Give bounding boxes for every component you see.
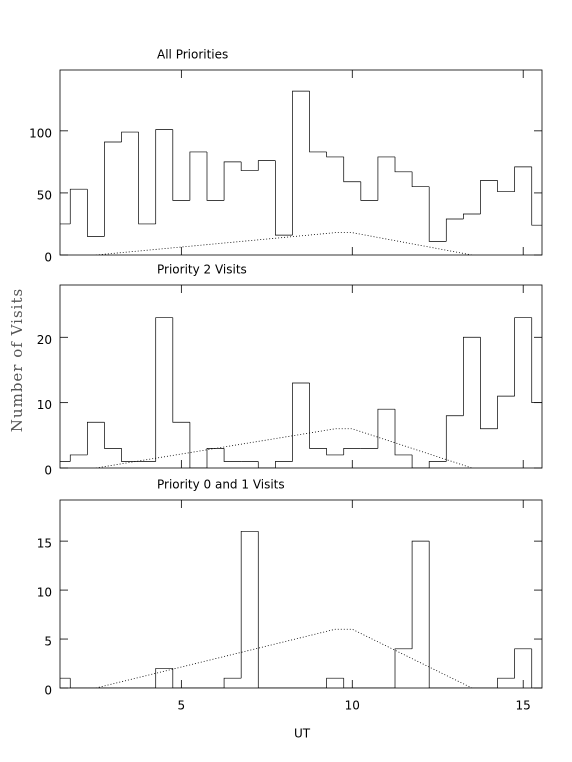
y-axis-label: Number of Visits	[8, 288, 26, 432]
histogram-bin	[69, 678, 88, 688]
histogram-bin	[531, 648, 542, 688]
histogram-bin	[257, 160, 276, 171]
histogram-bin	[189, 422, 207, 468]
histogram-bin	[394, 409, 413, 456]
histogram-bin	[155, 668, 173, 688]
y-tick-label: 0	[44, 684, 52, 698]
histogram-bin	[309, 383, 327, 449]
histogram-bin	[514, 648, 532, 679]
histogram-bin	[206, 448, 225, 468]
histogram-bin	[223, 677, 242, 688]
x-tick-label: 10	[345, 699, 360, 713]
histogram-bin	[155, 129, 173, 224]
histogram-bin	[445, 415, 464, 462]
histogram-bin	[189, 151, 207, 201]
histogram-bin	[240, 161, 259, 171]
histogram-bin	[257, 461, 276, 468]
histogram-bin	[172, 129, 190, 201]
histogram-bin	[275, 160, 293, 236]
histogram	[60, 317, 542, 468]
y-tick-label: 10	[37, 586, 52, 600]
y-tick-label: 50	[37, 188, 52, 202]
dotted-line	[95, 428, 473, 468]
panel-title: Priority 0 and 1 Visits	[157, 478, 285, 492]
histogram-bin	[531, 166, 542, 226]
histogram-bin	[411, 171, 430, 188]
y-tick-label: 15	[37, 537, 52, 551]
histogram	[60, 90, 542, 255]
histogram-bin	[69, 188, 88, 224]
histogram-bin	[428, 541, 447, 688]
histogram-bin	[514, 166, 532, 192]
histogram-bin	[326, 448, 344, 456]
histogram-bin	[463, 336, 481, 416]
x-tick-label: 15	[516, 699, 531, 713]
x-tick-label: 5	[178, 699, 186, 713]
histogram-bin	[463, 213, 481, 219]
dotted-line	[95, 628, 473, 688]
plot-frame	[59, 499, 543, 689]
histogram-bin	[343, 678, 361, 688]
histogram-bin	[172, 317, 190, 423]
histogram-bin	[138, 132, 156, 225]
dotted-line	[95, 232, 472, 255]
histogram-bin	[377, 156, 396, 201]
histogram-bin	[69, 454, 88, 462]
histogram-bin	[104, 422, 122, 449]
histogram-bin	[394, 156, 413, 173]
histogram-bin	[428, 186, 447, 242]
histogram-bin	[240, 530, 259, 679]
histogram-bin	[360, 181, 378, 201]
y-tick-label: 0	[44, 464, 52, 478]
histogram-bin	[86, 189, 105, 237]
histogram-bin	[155, 317, 173, 462]
histogram-bin	[86, 421, 105, 455]
y-tick-label: 100	[29, 126, 52, 140]
histogram-bin	[411, 540, 430, 649]
histogram-bin	[497, 395, 515, 429]
y-tick-label: 20	[37, 333, 52, 347]
histogram-bin	[445, 218, 464, 242]
plot-frame	[59, 284, 543, 469]
histogram-bin	[172, 668, 190, 688]
histogram-bin	[411, 454, 430, 468]
histogram-bin	[257, 531, 276, 688]
histogram-bin	[394, 648, 413, 688]
histogram-bin	[275, 461, 293, 468]
histogram-bin	[480, 337, 498, 430]
histogram-bin	[497, 180, 515, 193]
y-tick-label: 5	[44, 635, 52, 649]
histogram-bin	[343, 448, 361, 455]
histogram-bin	[223, 161, 242, 201]
x-axis-label: UT	[294, 727, 311, 741]
histogram-bin	[480, 180, 498, 215]
histogram-bin	[121, 448, 139, 462]
plot-frame	[59, 69, 543, 256]
histogram-bin	[531, 317, 542, 403]
y-tick-label: 0	[44, 251, 52, 265]
histogram-bin	[377, 408, 396, 449]
histogram-bin	[326, 677, 344, 688]
histogram-bin	[206, 151, 225, 201]
histogram-bin	[121, 131, 139, 143]
histogram-bin	[292, 90, 310, 236]
panel-title: Priority 2 Visits	[157, 263, 247, 277]
histogram-bin	[514, 317, 532, 397]
histogram-bin	[292, 382, 310, 462]
histogram-bin	[326, 151, 344, 158]
histogram-bin	[497, 677, 515, 688]
histogram-bin	[428, 461, 447, 468]
y-tick-label: 10	[37, 398, 52, 412]
histogram	[60, 530, 542, 688]
histogram-bin	[104, 141, 122, 237]
histogram-bin	[343, 156, 361, 183]
histogram-bin	[309, 91, 327, 153]
panel-title: All Priorities	[157, 48, 228, 62]
histogram-bin	[223, 448, 242, 462]
